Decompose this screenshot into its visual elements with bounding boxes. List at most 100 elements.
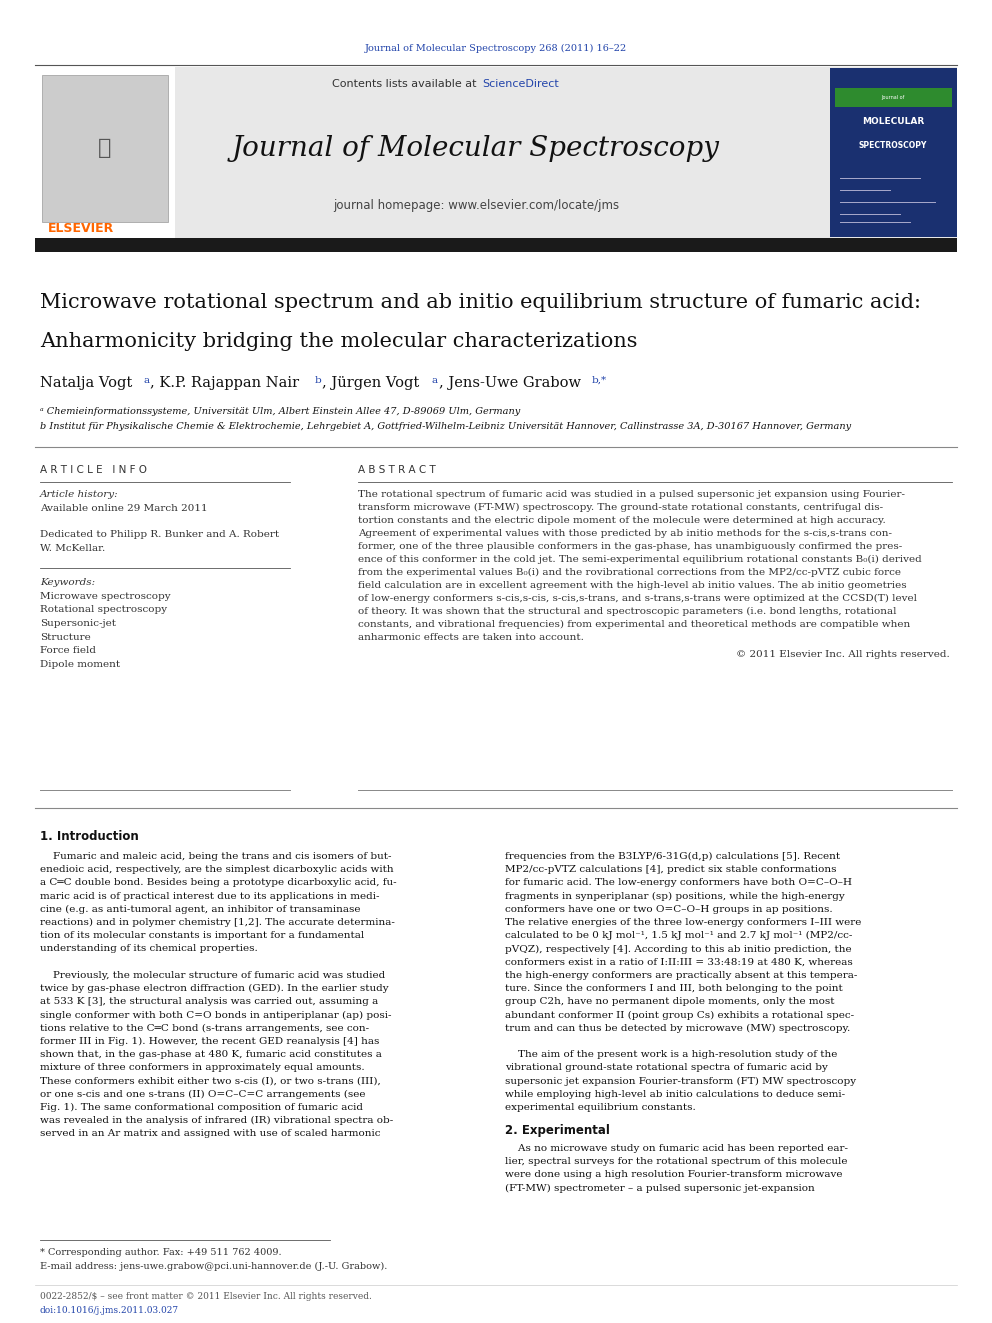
Text: Keywords:: Keywords: bbox=[40, 578, 95, 587]
Text: , Jens-Uwe Grabow: , Jens-Uwe Grabow bbox=[439, 376, 585, 390]
Text: conformers have one or two O=C–O–H groups in ap positions.: conformers have one or two O=C–O–H group… bbox=[505, 905, 832, 914]
Text: doi:10.1016/j.jms.2011.03.027: doi:10.1016/j.jms.2011.03.027 bbox=[40, 1306, 180, 1315]
Text: while employing high-level ab initio calculations to deduce semi-: while employing high-level ab initio cal… bbox=[505, 1090, 845, 1098]
Text: group C2h, have no permanent dipole moments, only the most: group C2h, have no permanent dipole mome… bbox=[505, 998, 834, 1007]
Text: The relative energies of the three low-energy conformers I–III were: The relative energies of the three low-e… bbox=[505, 918, 861, 927]
Text: A R T I C L E   I N F O: A R T I C L E I N F O bbox=[40, 464, 147, 475]
Text: ELSEVIER: ELSEVIER bbox=[48, 221, 114, 234]
Text: b,*: b,* bbox=[592, 376, 607, 385]
Text: anharmonic effects are taken into account.: anharmonic effects are taken into accoun… bbox=[358, 632, 584, 642]
Text: 0022-2852/$ – see front matter © 2011 Elsevier Inc. All rights reserved.: 0022-2852/$ – see front matter © 2011 El… bbox=[40, 1293, 372, 1301]
Text: b: b bbox=[315, 376, 321, 385]
Text: frequencies from the B3LYP/6-31G(d,p) calculations [5]. Recent: frequencies from the B3LYP/6-31G(d,p) ca… bbox=[505, 852, 840, 861]
Text: , Jürgen Vogt: , Jürgen Vogt bbox=[322, 376, 424, 390]
Text: tortion constants and the electric dipole moment of the molecule were determined: tortion constants and the electric dipol… bbox=[358, 516, 886, 525]
Text: ScienceDirect: ScienceDirect bbox=[482, 79, 558, 89]
Text: calculated to be 0 kJ mol⁻¹, 1.5 kJ mol⁻¹ and 2.7 kJ mol⁻¹ (MP2/cc-: calculated to be 0 kJ mol⁻¹, 1.5 kJ mol⁻… bbox=[505, 931, 852, 941]
Text: a: a bbox=[143, 376, 149, 385]
Text: shown that, in the gas-phase at 480 K, fumaric acid constitutes a: shown that, in the gas-phase at 480 K, f… bbox=[40, 1050, 382, 1058]
Text: fragments in synperiplanar (sp) positions, while the high-energy: fragments in synperiplanar (sp) position… bbox=[505, 892, 845, 901]
Text: supersonic jet expansion Fourier-transform (FT) MW spectroscopy: supersonic jet expansion Fourier-transfo… bbox=[505, 1077, 856, 1086]
Text: 🌲: 🌲 bbox=[98, 138, 112, 157]
Text: 2. Experimental: 2. Experimental bbox=[505, 1125, 610, 1136]
Text: journal homepage: www.elsevier.com/locate/jms: journal homepage: www.elsevier.com/locat… bbox=[333, 198, 619, 212]
Text: MP2/cc-pVTZ calculations [4], predict six stable conformations: MP2/cc-pVTZ calculations [4], predict si… bbox=[505, 865, 836, 875]
Text: trum and can thus be detected by microwave (MW) spectroscopy.: trum and can thus be detected by microwa… bbox=[505, 1024, 850, 1033]
Text: As no microwave study on fumaric acid has been reported ear-: As no microwave study on fumaric acid ha… bbox=[505, 1144, 848, 1154]
Text: former III in Fig. 1). However, the recent GED reanalysis [4] has: former III in Fig. 1). However, the rece… bbox=[40, 1037, 379, 1046]
Text: tion of its molecular constants is important for a fundamental: tion of its molecular constants is impor… bbox=[40, 931, 364, 941]
Text: pVQZ), respectively [4]. According to this ab initio prediction, the: pVQZ), respectively [4]. According to th… bbox=[505, 945, 851, 954]
Text: W. McKellar.: W. McKellar. bbox=[40, 544, 105, 553]
Text: Dipole moment: Dipole moment bbox=[40, 659, 120, 668]
Text: Contents lists available at: Contents lists available at bbox=[332, 79, 480, 89]
Text: Natalja Vogt: Natalja Vogt bbox=[40, 376, 137, 390]
Text: reactions) and in polymer chemistry [1,2]. The accurate determina-: reactions) and in polymer chemistry [1,2… bbox=[40, 918, 395, 927]
Text: cine (e.g. as anti-tumoral agent, an inhibitor of transaminase: cine (e.g. as anti-tumoral agent, an inh… bbox=[40, 905, 360, 914]
Text: or one s-cis and one s-trans (II) O=C–C=C arrangements (see: or one s-cis and one s-trans (II) O=C–C=… bbox=[40, 1090, 365, 1098]
Text: Microwave rotational spectrum and ab initio equilibrium structure of fumaric aci: Microwave rotational spectrum and ab ini… bbox=[40, 292, 921, 312]
Text: mixture of three conformers in approximately equal amounts.: mixture of three conformers in approxima… bbox=[40, 1064, 365, 1072]
FancyBboxPatch shape bbox=[35, 238, 957, 251]
Text: Rotational spectroscopy: Rotational spectroscopy bbox=[40, 606, 167, 614]
Text: SPECTROSCOPY: SPECTROSCOPY bbox=[859, 140, 928, 149]
Text: b Institut für Physikalische Chemie & Elektrochemie, Lehrgebiet A, Gottfried-Wil: b Institut für Physikalische Chemie & El… bbox=[40, 422, 851, 431]
Text: Available online 29 March 2011: Available online 29 March 2011 bbox=[40, 504, 207, 513]
Text: The rotational spectrum of fumaric acid was studied in a pulsed supersonic jet e: The rotational spectrum of fumaric acid … bbox=[358, 490, 905, 499]
Text: Journal of Molecular Spectroscopy: Journal of Molecular Spectroscopy bbox=[232, 135, 720, 161]
Text: a C═C double bond. Besides being a prototype dicarboxylic acid, fu-: a C═C double bond. Besides being a proto… bbox=[40, 878, 397, 888]
Text: was revealed in the analysis of infrared (IR) vibrational spectra ob-: was revealed in the analysis of infrared… bbox=[40, 1117, 393, 1125]
Text: field calculation are in excellent agreement with the high-level ab initio value: field calculation are in excellent agree… bbox=[358, 581, 907, 590]
Text: enedioic acid, respectively, are the simplest dicarboxylic acids with: enedioic acid, respectively, are the sim… bbox=[40, 865, 394, 875]
Text: from the experimental values B₀(i) and the rovibrational corrections from the MP: from the experimental values B₀(i) and t… bbox=[358, 568, 901, 577]
Text: former, one of the three plausible conformers in the gas-phase, has unambiguousl: former, one of the three plausible confo… bbox=[358, 542, 903, 550]
FancyBboxPatch shape bbox=[35, 67, 175, 238]
Text: * Corresponding author. Fax: +49 511 762 4009.: * Corresponding author. Fax: +49 511 762… bbox=[40, 1248, 282, 1257]
Text: Anharmonicity bridging the molecular characterizations: Anharmonicity bridging the molecular cha… bbox=[40, 332, 638, 351]
Text: Article history:: Article history: bbox=[40, 490, 119, 499]
Text: experimental equilibrium constants.: experimental equilibrium constants. bbox=[505, 1103, 695, 1111]
FancyBboxPatch shape bbox=[42, 75, 168, 222]
Text: abundant conformer II (point group Cs) exhibits a rotational spec-: abundant conformer II (point group Cs) e… bbox=[505, 1011, 854, 1020]
Text: single conformer with both C=O bonds in antiperiplanar (ap) posi-: single conformer with both C=O bonds in … bbox=[40, 1011, 392, 1020]
Text: transform microwave (FT-MW) spectroscopy. The ground-state rotational constants,: transform microwave (FT-MW) spectroscopy… bbox=[358, 503, 883, 512]
Text: Fig. 1). The same conformational composition of fumaric acid: Fig. 1). The same conformational composi… bbox=[40, 1103, 363, 1111]
Text: for fumaric acid. The low-energy conformers have both O=C–O–H: for fumaric acid. The low-energy conform… bbox=[505, 878, 852, 888]
Text: tions relative to the C═C bond (s-trans arrangements, see con-: tions relative to the C═C bond (s-trans … bbox=[40, 1024, 369, 1033]
FancyBboxPatch shape bbox=[830, 67, 957, 237]
Text: Microwave spectroscopy: Microwave spectroscopy bbox=[40, 591, 171, 601]
Text: , K.P. Rajappan Nair: , K.P. Rajappan Nair bbox=[150, 376, 304, 390]
Text: a: a bbox=[432, 376, 438, 385]
Text: These conformers exhibit either two s-cis (I), or two s-trans (III),: These conformers exhibit either two s-ci… bbox=[40, 1077, 381, 1085]
Text: Agreement of experimental values with those predicted by ab initio methods for t: Agreement of experimental values with th… bbox=[358, 529, 892, 538]
Text: E-mail address: jens-uwe.grabow@pci.uni-hannover.de (J.-U. Grabow).: E-mail address: jens-uwe.grabow@pci.uni-… bbox=[40, 1262, 387, 1271]
Text: ᵃ Chemieinformationssysteme, Universität Ulm, Albert Einstein Allee 47, D-89069 : ᵃ Chemieinformationssysteme, Universität… bbox=[40, 407, 520, 415]
Text: Structure: Structure bbox=[40, 632, 90, 642]
Text: The aim of the present work is a high-resolution study of the: The aim of the present work is a high-re… bbox=[505, 1050, 837, 1058]
Text: Supersonic-jet: Supersonic-jet bbox=[40, 619, 116, 628]
Text: ence of this conformer in the cold jet. The semi-experimental equilibrium rotati: ence of this conformer in the cold jet. … bbox=[358, 556, 922, 564]
Text: maric acid is of practical interest due to its applications in medi-: maric acid is of practical interest due … bbox=[40, 892, 380, 901]
Text: Journal of Molecular Spectroscopy 268 (2011) 16–22: Journal of Molecular Spectroscopy 268 (2… bbox=[365, 44, 627, 53]
FancyBboxPatch shape bbox=[35, 67, 957, 238]
Text: constants, and vibrational frequencies) from experimental and theoretical method: constants, and vibrational frequencies) … bbox=[358, 620, 911, 630]
Text: © 2011 Elsevier Inc. All rights reserved.: © 2011 Elsevier Inc. All rights reserved… bbox=[736, 650, 950, 659]
Text: twice by gas-phase electron diffraction (GED). In the earlier study: twice by gas-phase electron diffraction … bbox=[40, 984, 389, 994]
Text: A B S T R A C T: A B S T R A C T bbox=[358, 464, 435, 475]
Text: lier, spectral surveys for the rotational spectrum of this molecule: lier, spectral surveys for the rotationa… bbox=[505, 1158, 847, 1166]
Text: MOLECULAR: MOLECULAR bbox=[862, 118, 925, 127]
Text: conformers exist in a ratio of I:II:III = 33:48:19 at 480 K, whereas: conformers exist in a ratio of I:II:III … bbox=[505, 958, 853, 967]
Text: Dedicated to Philipp R. Bunker and A. Robert: Dedicated to Philipp R. Bunker and A. Ro… bbox=[40, 531, 279, 538]
Text: served in an Ar matrix and assigned with use of scaled harmonic: served in an Ar matrix and assigned with… bbox=[40, 1130, 381, 1138]
Text: Previously, the molecular structure of fumaric acid was studied: Previously, the molecular structure of f… bbox=[40, 971, 385, 980]
Text: of low-energy conformers s-cis,s-cis, s-cis,s-trans, and s-trans,s-trans were op: of low-energy conformers s-cis,s-cis, s-… bbox=[358, 594, 917, 603]
Text: were done using a high resolution Fourier-transform microwave: were done using a high resolution Fourie… bbox=[505, 1171, 842, 1179]
Text: the high-energy conformers are practically absent at this tempera-: the high-energy conformers are practical… bbox=[505, 971, 857, 980]
Text: understanding of its chemical properties.: understanding of its chemical properties… bbox=[40, 945, 258, 954]
Text: (FT-MW) spectrometer – a pulsed supersonic jet-expansion: (FT-MW) spectrometer – a pulsed superson… bbox=[505, 1184, 814, 1193]
FancyBboxPatch shape bbox=[835, 89, 952, 107]
Text: Fumaric and maleic acid, being the trans and cis isomers of but-: Fumaric and maleic acid, being the trans… bbox=[40, 852, 392, 861]
Text: ture. Since the conformers I and III, both belonging to the point: ture. Since the conformers I and III, bo… bbox=[505, 984, 843, 994]
Text: vibrational ground-state rotational spectra of fumaric acid by: vibrational ground-state rotational spec… bbox=[505, 1064, 828, 1072]
Text: of theory. It was shown that the structural and spectroscopic parameters (i.e. b: of theory. It was shown that the structu… bbox=[358, 607, 897, 617]
